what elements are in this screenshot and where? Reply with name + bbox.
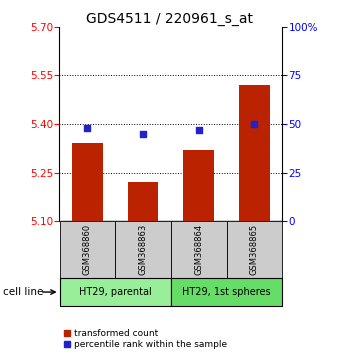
Point (196, 127, 201, 133)
Text: GSM368860: GSM368860 (83, 224, 92, 275)
Text: GSM368865: GSM368865 (250, 224, 259, 275)
Bar (226, 221, 282, 278)
Text: GSM368863: GSM368863 (138, 224, 148, 275)
Bar (171, 221, 226, 278)
Bar (239, 85, 270, 221)
Point (140, 131, 146, 136)
Bar (72, 143, 103, 221)
Bar (59, 278, 171, 306)
Legend: transformed count, percentile rank within the sample: transformed count, percentile rank withi… (64, 329, 227, 349)
Text: HT29, parental: HT29, parental (79, 287, 152, 297)
Text: cell line: cell line (3, 287, 44, 297)
Bar (115, 221, 171, 278)
Point (252, 121, 257, 127)
Text: GSM368864: GSM368864 (194, 224, 203, 275)
Text: HT29, 1st spheres: HT29, 1st spheres (182, 287, 271, 297)
Bar (59, 221, 115, 278)
Bar (128, 182, 158, 221)
Text: GDS4511 / 220961_s_at: GDS4511 / 220961_s_at (86, 12, 254, 27)
Bar (171, 278, 282, 306)
Point (85, 125, 90, 131)
Bar (183, 150, 214, 221)
